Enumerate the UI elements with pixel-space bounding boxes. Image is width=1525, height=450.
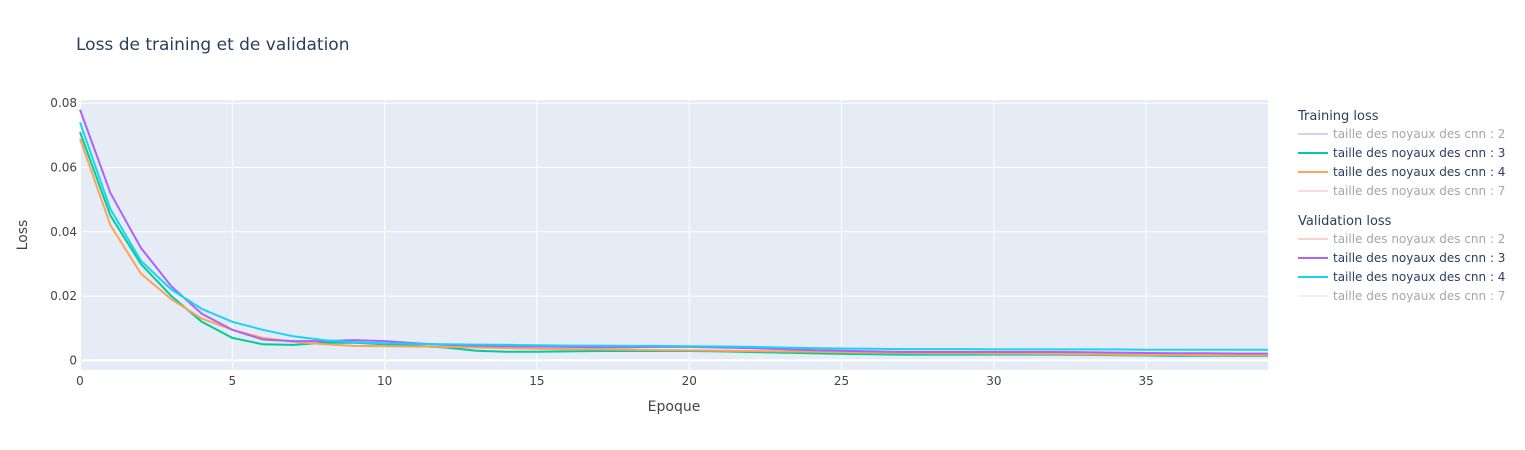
legend-label: taille des noyaux des cnn : 3 xyxy=(1333,251,1505,265)
legend-label: taille des noyaux des cnn : 4 xyxy=(1333,270,1505,284)
x-axis-ticks: 0 5 10 15 20 25 30 35 xyxy=(76,374,1154,388)
legend-label: taille des noyaux des cnn : 2 xyxy=(1333,127,1505,141)
y-tick-label: 0 xyxy=(69,353,77,367)
y-tick-label: 0.06 xyxy=(50,161,77,175)
y-tick-label: 0.08 xyxy=(50,96,77,110)
x-tick-label: 15 xyxy=(529,374,544,388)
series-layer xyxy=(79,109,1268,357)
plot-area[interactable] xyxy=(80,100,1268,370)
x-tick-label: 30 xyxy=(986,374,1001,388)
legend-item[interactable]: taille des noyaux des cnn : 4 xyxy=(1298,165,1505,179)
legend-label: taille des noyaux des cnn : 4 xyxy=(1333,165,1505,179)
legend-item[interactable]: taille des noyaux des cnn : 2 xyxy=(1298,127,1505,141)
y-tick-label: 0.04 xyxy=(50,225,77,239)
series-line xyxy=(79,122,1268,351)
x-tick-label: 10 xyxy=(377,374,392,388)
legend-group-title: Validation loss xyxy=(1298,214,1392,229)
legend-item[interactable]: taille des noyaux des cnn : 7 xyxy=(1298,289,1505,303)
legend-item[interactable]: taille des noyaux des cnn : 7 xyxy=(1298,184,1505,198)
legend-group-title: Training loss xyxy=(1297,109,1379,124)
x-tick-label: 35 xyxy=(1139,374,1154,388)
legend-item[interactable]: taille des noyaux des cnn : 4 xyxy=(1298,270,1505,284)
legend-label: taille des noyaux des cnn : 2 xyxy=(1333,232,1505,246)
legend-item[interactable]: taille des noyaux des cnn : 3 xyxy=(1298,251,1505,265)
legend: Training loss taille des noyaux des cnn :… xyxy=(1297,109,1505,303)
legend-label: taille des noyaux des cnn : 7 xyxy=(1333,289,1505,303)
y-axis-ticks: 0 0.02 0.04 0.06 0.08 xyxy=(50,96,77,367)
x-tick-label: 20 xyxy=(682,374,697,388)
legend-label: taille des noyaux des cnn : 3 xyxy=(1333,146,1505,160)
x-axis-title: Epoque xyxy=(648,399,701,415)
x-tick-label: 5 xyxy=(228,374,236,388)
y-axis-title: Loss xyxy=(15,220,31,251)
x-tick-label: 25 xyxy=(834,374,849,388)
legend-label: taille des noyaux des cnn : 7 xyxy=(1333,184,1505,198)
x-tick-label: 0 xyxy=(76,374,84,388)
y-tick-label: 0.02 xyxy=(50,289,77,303)
grid xyxy=(79,100,1268,370)
legend-item[interactable]: taille des noyaux des cnn : 2 xyxy=(1298,232,1505,246)
legend-item[interactable]: taille des noyaux des cnn : 3 xyxy=(1298,146,1505,160)
chart-title: Loss de training et de validation xyxy=(76,35,350,55)
